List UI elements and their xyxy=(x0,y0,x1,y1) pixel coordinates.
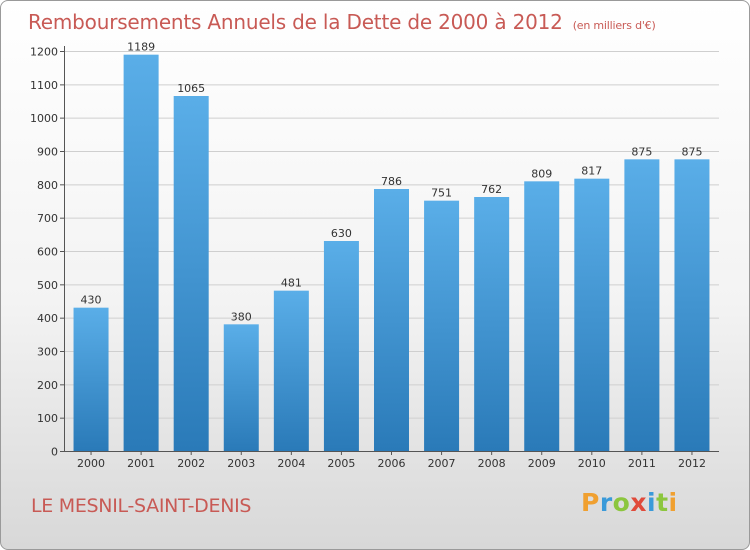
y-tick-label: 900 xyxy=(37,146,58,159)
logo-letter: t xyxy=(656,488,669,517)
bar xyxy=(223,324,259,451)
y-tick-label: 700 xyxy=(37,212,58,225)
logo-letter: r xyxy=(599,488,613,517)
bar xyxy=(524,181,560,452)
chart-title: Remboursements Annuels de la Dette de 20… xyxy=(28,10,656,34)
y-tick-label: 200 xyxy=(37,379,58,392)
bar xyxy=(624,159,660,452)
tick-labels: 0 100 200 300 400 500 600 700 800 900 1000 1100 1200… xyxy=(30,46,706,471)
x-tick-label: 2002 xyxy=(177,457,205,470)
axes xyxy=(60,46,719,455)
bar-value-label: 817 xyxy=(581,165,602,178)
bar-value-label: 630 xyxy=(331,227,352,240)
y-tick-label: 800 xyxy=(37,179,58,192)
x-tick-label: 2003 xyxy=(227,457,255,470)
commune-name: LE MESNIL-SAINT-DENIS xyxy=(31,495,252,517)
bar xyxy=(574,178,610,451)
y-tick-label: 300 xyxy=(37,346,58,359)
bar-value-label: 1065 xyxy=(177,82,205,95)
y-tick-label: 1000 xyxy=(30,112,58,125)
bar-value-label: 786 xyxy=(381,175,402,188)
bar-value-label: 481 xyxy=(281,277,302,290)
y-tick-label: 0 xyxy=(51,446,58,459)
x-tick-label: 2001 xyxy=(127,457,155,470)
x-tick-label: 2009 xyxy=(528,457,556,470)
y-tick-label: 600 xyxy=(37,246,58,259)
logo-letter: o xyxy=(612,488,631,517)
x-tick-label: 2012 xyxy=(678,457,706,470)
bar-value-label: 430 xyxy=(81,294,102,307)
bar-value-label: 380 xyxy=(231,310,252,323)
bar-value-label: 762 xyxy=(481,183,502,196)
y-tick-label: 1200 xyxy=(30,46,58,59)
logo-letter: i xyxy=(668,488,678,517)
y-tick-label: 400 xyxy=(37,312,58,325)
bar xyxy=(123,54,159,452)
unit-note: (en milliers d'€) xyxy=(572,19,656,32)
bar xyxy=(474,197,510,451)
bar-value-label: 751 xyxy=(431,187,452,200)
bar-value-label: 875 xyxy=(631,145,652,158)
bar xyxy=(273,290,309,451)
y-tick-label: 500 xyxy=(37,279,58,292)
x-tick-label: 2004 xyxy=(277,457,305,470)
bar xyxy=(73,307,109,451)
bar xyxy=(424,200,460,451)
proxiti-logo: Proxiti xyxy=(581,488,678,517)
bar xyxy=(674,159,710,452)
bar-value-label: 1189 xyxy=(127,41,155,54)
x-tick-label: 2010 xyxy=(578,457,606,470)
logo-letter: i xyxy=(647,488,657,517)
bar xyxy=(173,96,209,451)
x-tick-label: 2007 xyxy=(428,457,456,470)
bar xyxy=(323,241,359,451)
bar-value-label: 875 xyxy=(681,145,702,158)
x-tick-label: 2005 xyxy=(327,457,355,470)
logo-letter: P xyxy=(581,488,600,517)
bar xyxy=(374,189,409,451)
y-tick-label: 1100 xyxy=(30,79,58,92)
bars xyxy=(73,54,710,452)
x-tick-label: 2008 xyxy=(478,457,506,470)
y-tick-label: 100 xyxy=(37,412,58,425)
value-labels: 430 1189 1065 380 481 630 786 751 762 809 817 875 87… xyxy=(81,41,703,324)
x-tick-label: 2006 xyxy=(378,457,406,470)
logo-letter: x xyxy=(630,488,647,517)
title-text: Remboursements Annuels de la Dette de 20… xyxy=(28,10,563,34)
x-tick-label: 2011 xyxy=(628,457,656,470)
bar-value-label: 809 xyxy=(531,167,552,180)
x-tick-label: 2000 xyxy=(77,457,105,470)
